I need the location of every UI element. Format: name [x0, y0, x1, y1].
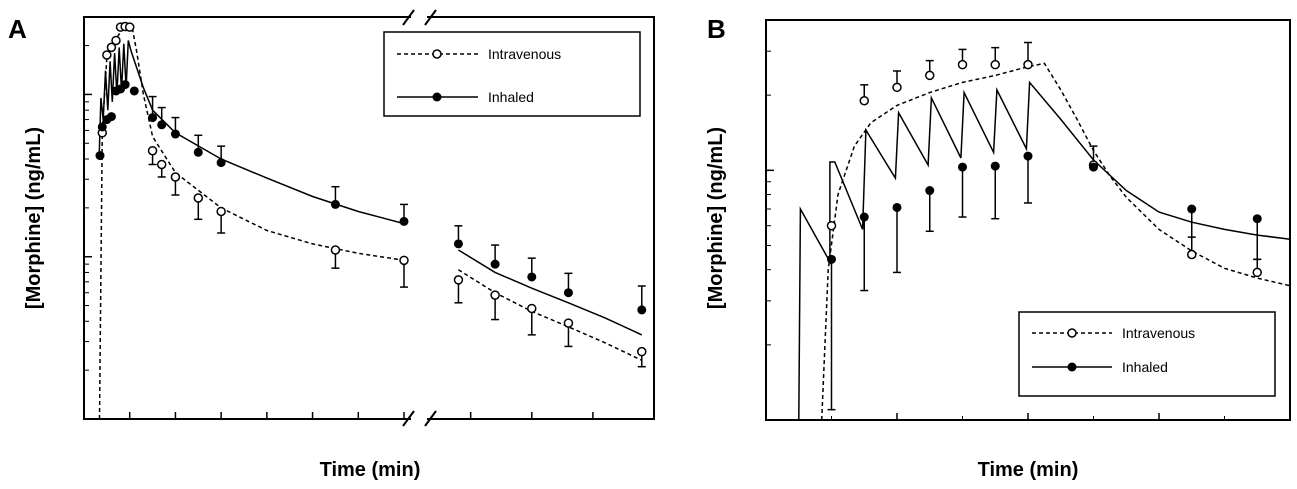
data-point-inhaled — [1023, 151, 1033, 161]
panel-b-x-axis-title: Time (min) — [978, 459, 1079, 481]
data-point-inhaled — [193, 147, 203, 157]
data-point-inhaled — [170, 129, 180, 139]
data-point-intravenous — [1023, 59, 1033, 70]
data-point-inhaled — [120, 80, 130, 90]
panel-a-legend: Intravenous Inhaled — [383, 31, 641, 117]
data-point-inhaled — [106, 112, 116, 122]
legend-label-inhaled: Inhaled — [1122, 359, 1168, 375]
data-point-intravenous — [527, 303, 537, 314]
panel-a-y-axis-title: [Morphine] (ng/mL) — [23, 127, 45, 309]
legend-label-intravenous: Intravenous — [1122, 325, 1195, 341]
fit-line-intravenous — [458, 269, 643, 361]
data-point-inhaled — [892, 202, 902, 212]
panel-b-legend: Intravenous Inhaled — [1018, 311, 1276, 397]
data-point-inhaled — [1187, 204, 1197, 214]
legend-label-inhaled: Inhaled — [488, 89, 534, 105]
data-point-inhaled — [637, 305, 647, 315]
legend-marker-intravenous — [432, 49, 442, 59]
axis-break-mark — [424, 9, 437, 26]
data-point-intravenous — [330, 245, 341, 255]
data-point-intravenous — [563, 318, 574, 328]
fit-line-intravenous — [98, 25, 405, 420]
fit-line-inhaled — [458, 249, 643, 336]
data-point-intravenous — [156, 159, 167, 170]
panel-b: B [Morphine] (ng/mL) Time (min) Intraven… — [705, 14, 1291, 481]
data-point-intravenous — [111, 35, 121, 46]
data-point-inhaled — [827, 254, 836, 264]
data-point-intravenous — [106, 42, 117, 53]
data-point-inhaled — [97, 122, 107, 132]
fit-line-intravenous — [820, 62, 1291, 421]
legend-label-intravenous: Intravenous — [488, 46, 561, 62]
axis-break-mark — [402, 410, 415, 427]
data-point-intravenous — [399, 255, 409, 266]
data-point-inhaled — [216, 158, 226, 168]
legend-marker-inhaled — [1067, 362, 1077, 372]
data-point-intravenous — [957, 59, 968, 70]
data-point-intravenous — [124, 22, 135, 32]
panel-a-x-axis-title: Time (min) — [320, 459, 421, 481]
data-point-inhaled — [490, 259, 500, 269]
data-point-inhaled — [925, 186, 935, 196]
fit-line-inhaled — [798, 80, 1291, 421]
data-point-intravenous — [102, 50, 112, 60]
data-point-inhaled — [1089, 162, 1098, 172]
data-point-inhaled — [563, 288, 573, 298]
fit-line-inhaled — [98, 40, 405, 225]
data-point-intravenous — [193, 193, 204, 203]
data-point-intravenous — [1187, 249, 1197, 260]
panel-a-break-gap-bottom — [411, 412, 427, 424]
data-point-inhaled — [859, 212, 869, 222]
data-point-intravenous — [990, 59, 1000, 70]
panel-a-break-gap-top — [411, 12, 427, 24]
data-point-inhaled — [399, 216, 409, 226]
panel-a: A [Morphine] (ng/mL) Time (min) Intraven… — [8, 9, 655, 481]
data-point-intravenous — [892, 82, 902, 93]
data-point-inhaled — [527, 272, 537, 282]
data-point-intravenous — [925, 70, 935, 81]
legend-box — [1018, 311, 1276, 397]
legend-box — [383, 31, 641, 117]
data-point-intravenous — [490, 290, 500, 300]
data-point-intravenous — [826, 220, 837, 231]
legend-marker-intravenous — [1067, 328, 1077, 338]
data-point-intravenous — [147, 145, 158, 156]
data-point-inhaled — [990, 161, 1000, 171]
data-point-inhaled — [1252, 214, 1262, 224]
panel-b-y-axis-title: [Morphine] (ng/mL) — [705, 127, 727, 309]
data-point-inhaled — [95, 151, 105, 161]
data-point-intravenous — [170, 172, 181, 182]
data-point-inhaled — [958, 162, 967, 172]
data-point-inhaled — [129, 86, 139, 96]
data-point-inhaled — [330, 199, 340, 209]
data-point-inhaled — [148, 113, 158, 123]
data-point-inhaled — [157, 120, 167, 130]
panel-b-letter: B — [707, 14, 726, 44]
axis-break-mark — [402, 9, 415, 26]
data-point-intravenous — [1252, 267, 1262, 278]
axis-break-mark — [424, 410, 437, 427]
panel-a-frame — [83, 16, 655, 420]
data-point-intravenous — [637, 346, 647, 357]
data-point-inhaled — [453, 239, 463, 249]
panel-a-letter: A — [8, 14, 27, 44]
data-point-intravenous — [216, 206, 226, 217]
legend-marker-inhaled — [432, 92, 442, 102]
data-point-intravenous — [859, 95, 869, 106]
data-point-intravenous — [453, 275, 464, 285]
